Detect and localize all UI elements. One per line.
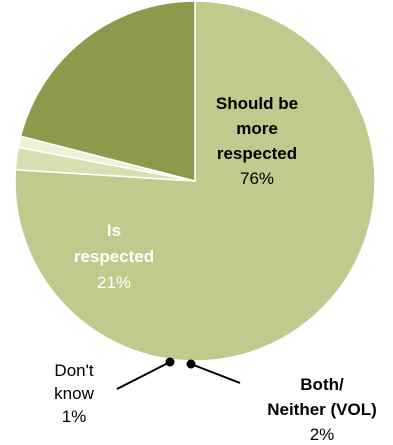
pie-slices bbox=[14, 0, 376, 362]
leader-line-both-neither-vol bbox=[190, 363, 241, 384]
slice-name-line: know bbox=[54, 384, 94, 403]
slice-label-don-t-know: Don't know 1% bbox=[54, 361, 94, 426]
slice-value-label: 1% bbox=[62, 407, 87, 426]
slice-label-should-be-more-respected: Should be more respected 76% bbox=[216, 94, 298, 188]
slice-value-label: 76% bbox=[240, 169, 274, 188]
pie-slice-is-respected bbox=[19, 0, 196, 182]
leader-line-don-t-know bbox=[116, 361, 171, 390]
slice-label-is-respected: Is respected 21% bbox=[74, 221, 154, 292]
leader-lines bbox=[116, 357, 241, 390]
slice-name-line: Both/ bbox=[300, 375, 344, 394]
slice-name-line: more bbox=[236, 119, 278, 138]
slice-name-line: Should be bbox=[216, 94, 298, 113]
slice-name-line: respected bbox=[74, 247, 154, 266]
slice-label-both-neither-vol: Both/Neither (VOL) 2% bbox=[267, 375, 377, 444]
leader-dot-both-neither-vol bbox=[186, 359, 196, 369]
slice-labels: Should be more respected 76% Both/Neither (V… bbox=[54, 94, 377, 444]
leader-dot-don-t-know bbox=[165, 357, 175, 367]
slice-name-line: Is bbox=[107, 221, 121, 240]
slice-value-label: 21% bbox=[97, 273, 131, 292]
slice-name-line: Neither (VOL) bbox=[267, 400, 377, 419]
slice-name-line: Don't bbox=[54, 361, 93, 380]
slice-value-label: 2% bbox=[310, 425, 335, 444]
slice-name-line: respected bbox=[217, 144, 297, 163]
pie-slice-should-be-more-respected bbox=[14, 0, 376, 362]
